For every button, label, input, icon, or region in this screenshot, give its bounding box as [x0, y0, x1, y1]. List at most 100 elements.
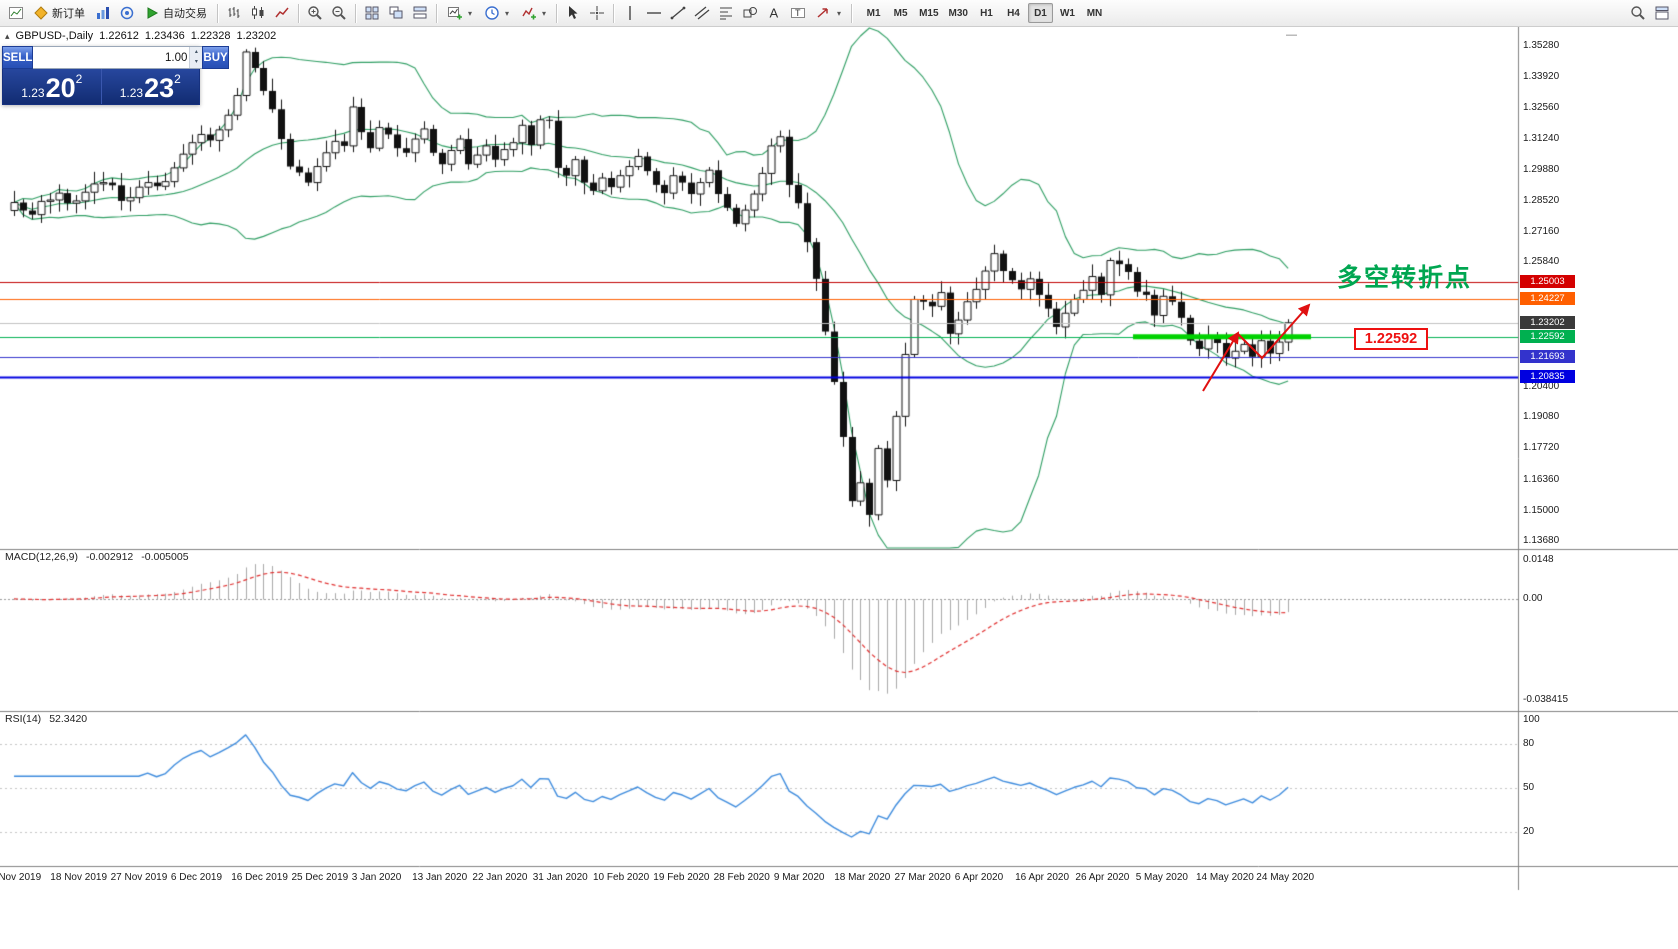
indicators-button[interactable]: ▾ [515, 2, 552, 25]
date-axis-label: 5 May 2020 [1135, 872, 1188, 883]
price-axis-tick: 1.31240 [1523, 132, 1560, 144]
indicators-icon [522, 7, 537, 20]
buy-price[interactable]: 1.23 23 2 [100, 69, 200, 104]
fibonacci-button[interactable] [714, 2, 738, 25]
volume-down-icon[interactable]: ▾ [190, 57, 203, 68]
chart-minimize-icon[interactable]: — [1286, 29, 1297, 41]
timeframe-m15-button[interactable]: M15 [919, 7, 939, 19]
line-chart-button[interactable] [270, 2, 294, 25]
buy-price-sup: 2 [174, 72, 181, 86]
zoom-in-icon [308, 6, 322, 20]
date-axis-label: 6 Apr 2020 [954, 872, 1004, 883]
cursor-button[interactable] [561, 2, 585, 25]
date-axis-label: 16 Dec 2019 [231, 872, 288, 883]
date-axis-label: 3 Jan 2020 [351, 872, 402, 883]
text-label-button[interactable]: T [786, 2, 810, 25]
price-axis-badge: 1.20835 [1520, 370, 1575, 384]
new-order-button[interactable]: 新订单 [28, 2, 91, 25]
toolbar-separator [355, 3, 356, 23]
price-axis-badge: 1.21693 [1520, 350, 1575, 364]
new-chart-button[interactable]: ▾ [441, 2, 478, 25]
svg-text:T: T [795, 8, 801, 18]
shapes-button[interactable] [738, 2, 762, 25]
crosshair-button[interactable] [585, 2, 609, 25]
timeframe-m5-button[interactable]: M5 [893, 7, 908, 19]
rsi-label: RSI(14) [5, 713, 42, 725]
date-axis-label: 26 Apr 2020 [1075, 872, 1130, 883]
date-axis-label: 9 Mar 2020 [773, 872, 825, 883]
date-axis-label: 10 Feb 2020 [593, 872, 650, 883]
symbol-high: 1.23436 [144, 30, 185, 42]
buy-button[interactable]: BUY [202, 46, 229, 69]
tile-windows-icon [365, 6, 379, 20]
timeframe-mn-button[interactable]: MN [1086, 7, 1103, 19]
price-axis-tick: 1.29880 [1523, 163, 1560, 175]
zoom-in-button[interactable] [303, 2, 327, 25]
vertical-line-button[interactable] [618, 2, 642, 25]
text-button[interactable]: A [762, 2, 786, 25]
search-button[interactable] [1626, 2, 1650, 25]
one-click-collapse-icon[interactable]: ▴ [5, 30, 10, 41]
price-axis-tick: 1.13680 [1523, 535, 1560, 546]
price-axis-tick: 1.33920 [1523, 71, 1560, 83]
channel-button[interactable] [690, 2, 714, 25]
cursor-icon [569, 6, 578, 19]
buy-price-prefix: 1.23 [119, 86, 144, 100]
date-axis-label: 25 Dec 2019 [291, 872, 349, 883]
new-order-icon [34, 6, 48, 20]
trendline-button[interactable] [666, 2, 690, 25]
date-axis-label: 6 Dec 2019 [170, 872, 223, 883]
sell-price-prefix: 1.23 [21, 86, 45, 100]
rsi-axis-label: 100 [1523, 714, 1540, 725]
chart-period-button[interactable]: ▾ [478, 2, 515, 25]
price-axis-tick: 1.35280 [1523, 40, 1560, 51]
price-level-box[interactable]: 1.22592 [1354, 328, 1428, 350]
timeframe-d1-button[interactable]: D1 [1027, 3, 1053, 23]
timeframe-m1-button[interactable]: M1 [866, 7, 881, 19]
symbol-name: GBPUSD-,Daily [15, 30, 94, 42]
chart-window-button[interactable] [4, 2, 28, 25]
date-axis-label: 24 May 2020 [1256, 872, 1315, 883]
cascade-windows-button[interactable] [384, 2, 408, 25]
timeframe-m30-button[interactable]: M30 [948, 7, 968, 19]
macd-value-main: -0.002912 [85, 551, 134, 563]
market-watch-button[interactable] [91, 2, 115, 25]
turning-point-annotation[interactable]: 多空转折点 [1337, 264, 1473, 292]
date-axis-label: 27 Nov 2019 [110, 872, 168, 883]
date-axis-label: 22 Jan 2020 [472, 872, 528, 883]
window-list-button[interactable] [1650, 2, 1674, 25]
volume-box: ▴ ▾ [33, 46, 203, 69]
horizontal-line-icon [647, 12, 662, 14]
bar-chart-button[interactable] [222, 2, 246, 25]
arrows-button[interactable]: ▾ [810, 2, 847, 25]
timeframe-w1-button[interactable]: W1 [1059, 7, 1075, 19]
timeframe-h1-button[interactable]: H1 [980, 7, 993, 19]
zoom-out-button[interactable] [327, 2, 351, 25]
chart-window-icon [9, 7, 23, 19]
navigator-button[interactable] [115, 2, 139, 25]
tile-windows-button[interactable] [360, 2, 384, 25]
vertical-line-icon [629, 6, 631, 20]
svg-text:A: A [770, 6, 779, 21]
volume-up-icon[interactable]: ▴ [190, 47, 203, 58]
sell-button[interactable]: SELL [2, 46, 34, 69]
timeframe-h4-button[interactable]: H4 [1007, 7, 1020, 19]
rsi-indicator-label: RSI(14) 52.3420 [5, 713, 88, 725]
date-axis-label: 28 Feb 2020 [713, 872, 770, 883]
price-axis-tick: 1.25840 [1523, 256, 1560, 268]
autotrading-label: 自动交易 [163, 8, 207, 20]
volume-input[interactable] [33, 47, 190, 68]
price-axis-tick: 1.17720 [1523, 442, 1560, 454]
horizontal-line-button[interactable] [642, 2, 666, 25]
sell-price[interactable]: 1.23 20 2 [3, 69, 101, 104]
macd-label: MACD(12,26,9) [5, 551, 78, 563]
arrange-windows-button[interactable] [408, 2, 432, 25]
shapes-icon [743, 7, 758, 18]
candlestick-chart-button[interactable] [246, 2, 270, 25]
timeframe-toolbar: M1 M5 M15 M30 H1 H4 D1 W1 MN [860, 3, 1108, 23]
buy-price-big: 23 [144, 73, 175, 103]
autotrading-button[interactable]: 自动交易 [139, 2, 213, 25]
new-chart-icon [448, 7, 462, 20]
price-chart-canvas[interactable] [0, 27, 1678, 949]
